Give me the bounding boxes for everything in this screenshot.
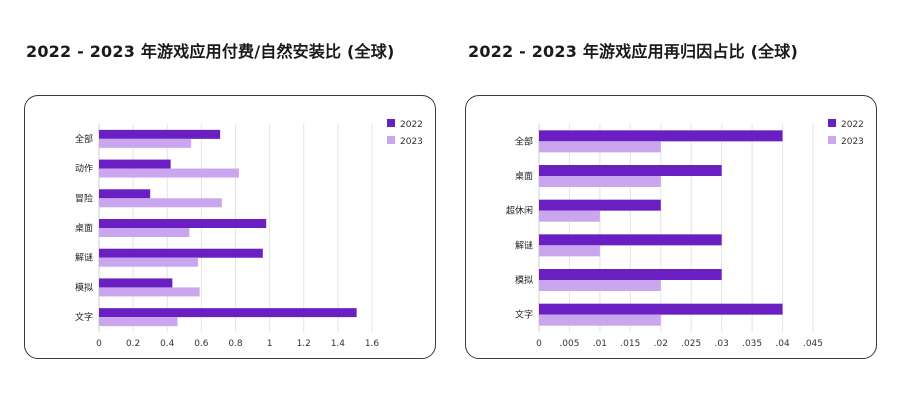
category-label: 动作 bbox=[75, 163, 93, 175]
chart-title-paid-organic-ratio: 2022 - 2023 年游戏应用付费/自然安装比 (全球) bbox=[26, 42, 395, 61]
x-tick-label: 1.6 bbox=[365, 339, 380, 349]
legend-swatch-2023 bbox=[828, 136, 836, 144]
category-label: 全部 bbox=[75, 133, 93, 145]
bar-2022 bbox=[99, 248, 263, 258]
category-label: 桌面 bbox=[515, 170, 533, 182]
x-tick-label: 0.2 bbox=[126, 339, 140, 349]
category-label: 冒险 bbox=[75, 192, 93, 204]
bar-2023 bbox=[539, 280, 661, 291]
bar-2023 bbox=[539, 141, 661, 153]
x-tick-label: 0 bbox=[96, 339, 102, 349]
bar-2023 bbox=[539, 314, 661, 326]
chart-panel-reattribution-share: 全部桌面超休闲解谜模拟文字 0 .005 .01 .015 .02 .025 .03 .035.… bbox=[465, 95, 877, 359]
bar-2023 bbox=[99, 198, 222, 208]
chart-panel-paid-organic-ratio: 全部动作冒险桌面解谜模拟文字 0 0.2 0.4 0.6 0.8 1 1.2 1.4 1.6 202… bbox=[24, 95, 436, 359]
legend-swatch-2023 bbox=[387, 136, 395, 144]
bar-2023 bbox=[539, 245, 600, 257]
legend-label-2022: 2022 bbox=[841, 120, 864, 130]
x-tick-label: .045 bbox=[803, 339, 823, 349]
x-tick-label: .025 bbox=[681, 339, 701, 349]
bar-2022 bbox=[539, 130, 783, 142]
x-tick-label: .04 bbox=[775, 339, 790, 349]
bar-2023 bbox=[99, 138, 192, 148]
bar-2022 bbox=[99, 159, 171, 169]
x-tick-label: 1.4 bbox=[331, 339, 346, 349]
bar-2022 bbox=[99, 308, 357, 318]
bar-2022 bbox=[539, 269, 722, 280]
bar-2022 bbox=[539, 234, 722, 246]
category-label: 模拟 bbox=[75, 281, 93, 293]
bar-2022 bbox=[539, 199, 661, 211]
bar-2023 bbox=[99, 317, 178, 327]
x-tick-label: .035 bbox=[742, 339, 762, 349]
x-tick-label: .005 bbox=[559, 339, 579, 349]
bar-2023 bbox=[99, 287, 200, 297]
chart-title-reattribution-share: 2022 - 2023 年游戏应用再归因占比 (全球) bbox=[468, 42, 799, 61]
category-label: 解谜 bbox=[515, 239, 533, 251]
x-tick-label: .015 bbox=[620, 339, 640, 349]
x-tick-label: 0.8 bbox=[228, 339, 243, 349]
legend-swatch-2022 bbox=[828, 119, 836, 127]
x-tick-label: 0.6 bbox=[194, 339, 209, 349]
bar-2023 bbox=[99, 257, 198, 267]
x-tick-label: .02 bbox=[654, 339, 668, 349]
bar-2023 bbox=[99, 228, 190, 237]
category-label: 超休闲 bbox=[506, 205, 533, 217]
legend-label-2023: 2023 bbox=[841, 137, 864, 147]
category-label: 全部 bbox=[515, 135, 533, 147]
bar-2022 bbox=[99, 129, 221, 139]
legend-label-2023: 2023 bbox=[400, 137, 423, 147]
bar-2023 bbox=[539, 210, 600, 222]
x-tick-label: 1 bbox=[267, 339, 273, 349]
bar-2022 bbox=[539, 165, 722, 176]
bar-2022 bbox=[99, 278, 173, 288]
x-tick-label: .01 bbox=[593, 339, 607, 349]
x-tick-label: .03 bbox=[715, 339, 729, 349]
bar-2023 bbox=[99, 168, 239, 178]
x-tick-label: 0.4 bbox=[160, 339, 175, 349]
category-label: 解谜 bbox=[75, 252, 93, 264]
legend-swatch-2022 bbox=[387, 119, 395, 127]
category-label: 文字 bbox=[75, 311, 93, 323]
legend-label-2022: 2022 bbox=[400, 120, 423, 130]
category-label: 文字 bbox=[515, 309, 533, 321]
bar-2023 bbox=[539, 176, 661, 187]
x-tick-label: 0 bbox=[536, 339, 542, 349]
category-label: 桌面 bbox=[75, 222, 93, 234]
bar-2022 bbox=[539, 303, 783, 315]
category-label: 模拟 bbox=[515, 274, 533, 286]
bar-2022 bbox=[99, 189, 151, 199]
bar-2022 bbox=[99, 219, 267, 228]
x-tick-label: 1.2 bbox=[297, 339, 311, 349]
